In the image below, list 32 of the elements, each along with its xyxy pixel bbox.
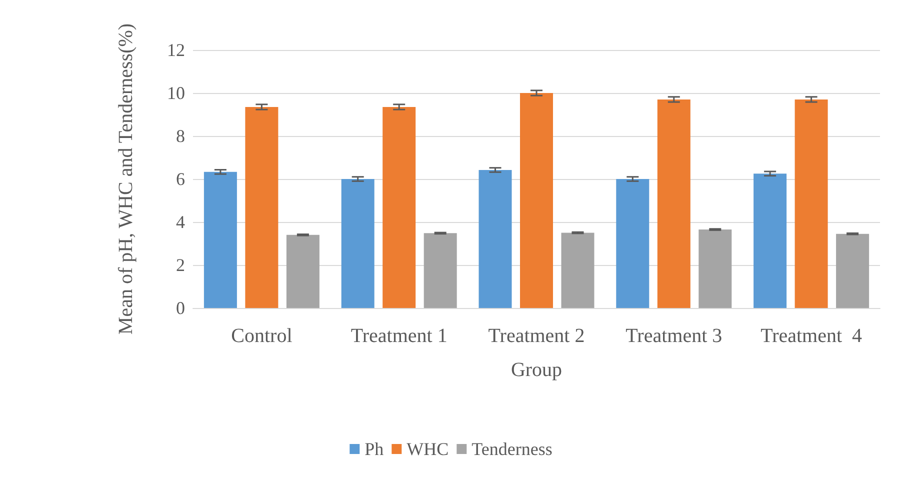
bar — [698, 230, 732, 308]
y-tick-label: 8 — [176, 126, 185, 146]
x-tick-label: Treatment 2 — [488, 325, 585, 347]
y-tick-label: 2 — [176, 255, 185, 275]
y-tick-label: 0 — [176, 298, 185, 318]
y-tick-label: 10 — [167, 83, 185, 103]
x-tick-label: Treatment 1 — [350, 325, 448, 347]
legend-label: WHC — [406, 439, 449, 459]
bar — [382, 106, 416, 308]
y-axis-title: Mean of pH, WHC and Tenderness(%) — [115, 23, 137, 335]
bar — [424, 233, 457, 308]
bar — [204, 172, 237, 308]
bar — [520, 93, 553, 308]
bar — [478, 170, 512, 308]
bar — [754, 174, 787, 308]
bar — [616, 179, 650, 308]
y-tick-label: 12 — [167, 40, 185, 60]
x-axis-title: Group — [510, 359, 562, 381]
bar — [245, 106, 278, 308]
bar — [836, 234, 870, 308]
bar — [561, 232, 594, 308]
y-tick-label: 6 — [176, 169, 185, 189]
bar — [286, 234, 320, 308]
bar — [794, 99, 828, 308]
x-tick-label: Control — [231, 325, 293, 347]
y-tick-label: 4 — [176, 212, 185, 232]
x-tick-label: Treatment 4 — [760, 325, 862, 347]
bar — [341, 179, 374, 308]
x-tick-label: Treatment 3 — [626, 325, 722, 347]
legend-label: Tenderness — [472, 439, 552, 459]
legend-label: Ph — [364, 439, 384, 459]
bar — [657, 99, 690, 308]
